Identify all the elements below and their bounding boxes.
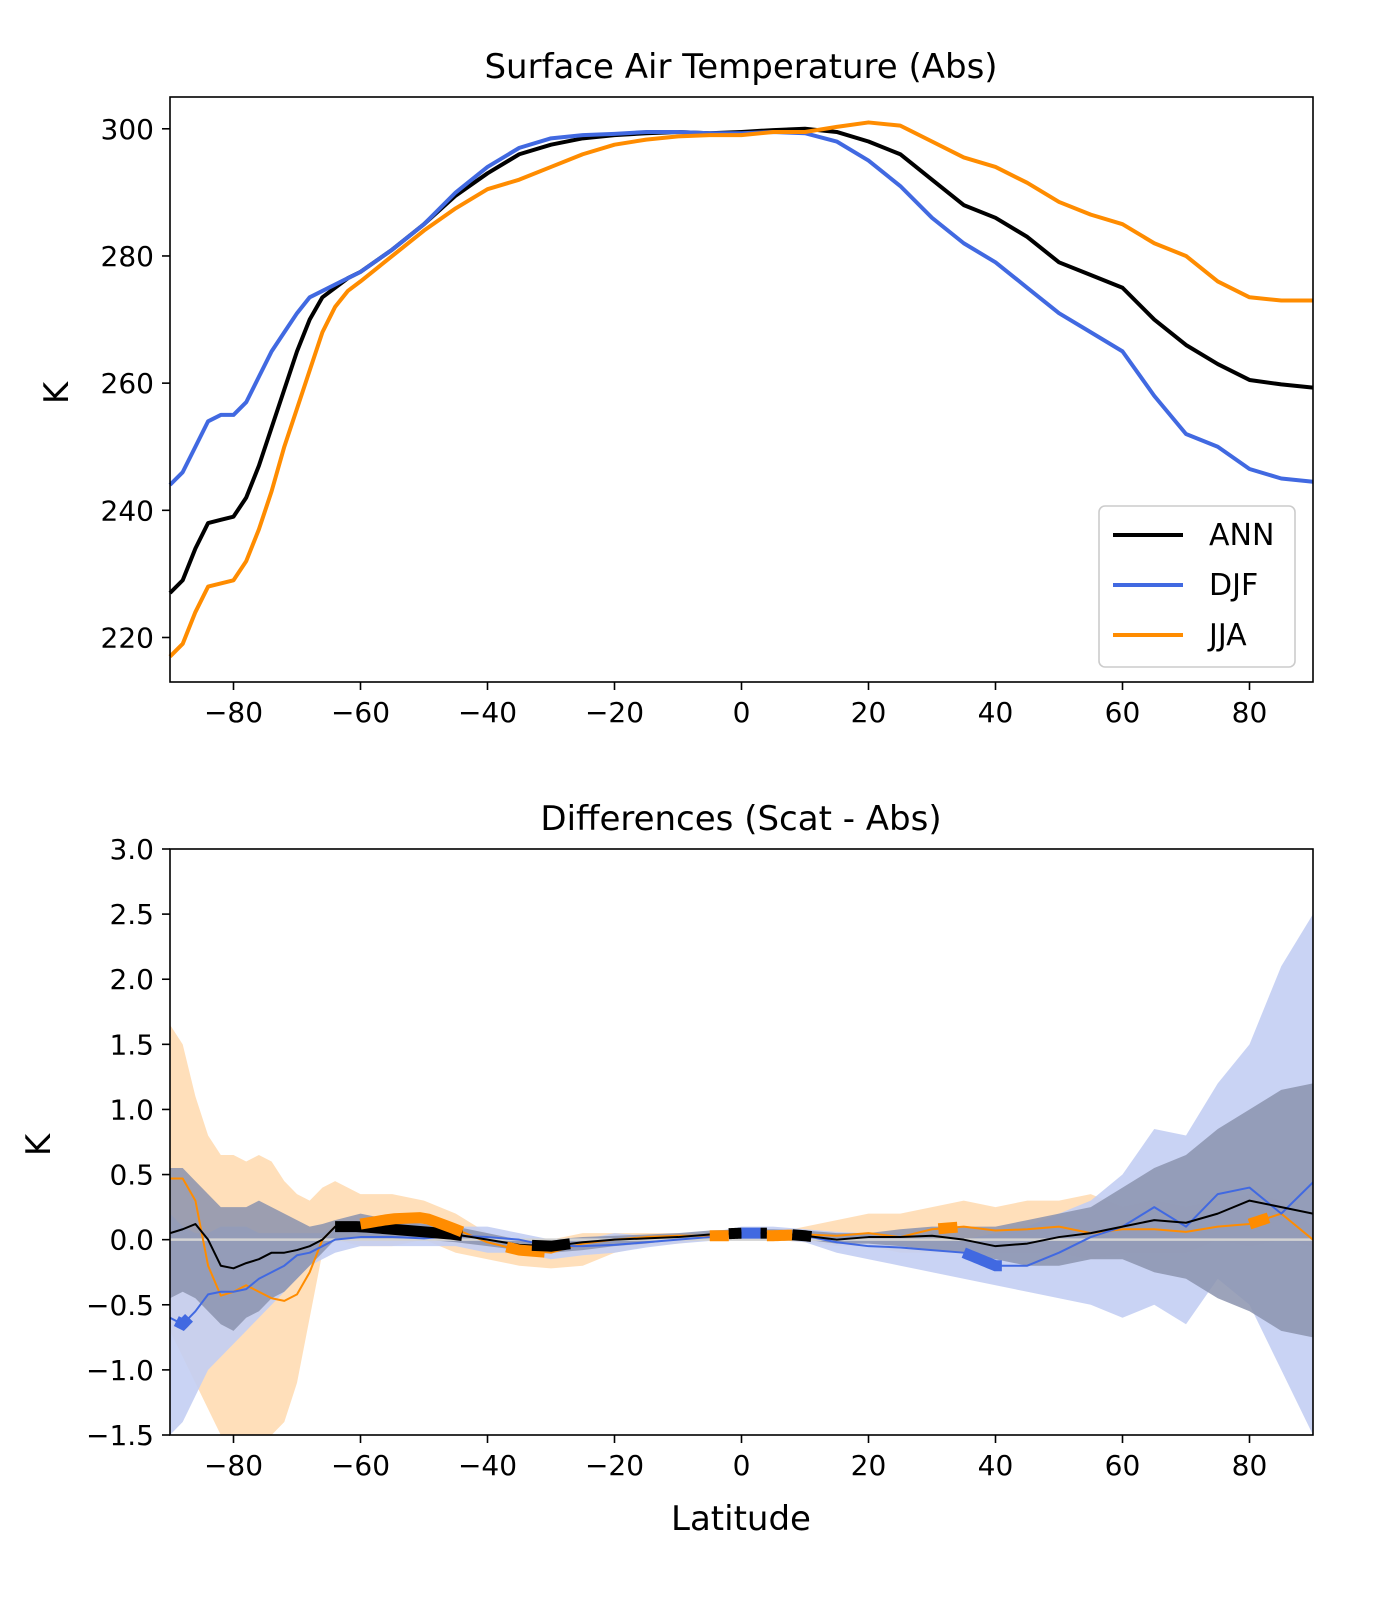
significant-segment — [531, 1238, 571, 1252]
top-x-tick-label: −60 — [331, 696, 390, 729]
top-y-axis-label: K — [37, 380, 77, 404]
bottom-y-tick-label: 3.0 — [109, 833, 154, 866]
series-line-djf — [168, 129, 1314, 487]
significant-segment — [791, 1229, 813, 1243]
top-x-tick-label: 40 — [978, 696, 1014, 729]
top-x-tick-label: −80 — [204, 696, 263, 729]
bottom-y-tick-label: −1.5 — [86, 1419, 154, 1452]
bottom-y-tick-label: −1.0 — [86, 1354, 154, 1387]
bottom-plot-frame — [169, 848, 1314, 1436]
bottom-x-axis-label: Latitude — [671, 1499, 811, 1539]
bottom-chart: Differences (Scat - Abs) K Latitude −80 −… — [19, 799, 1314, 1539]
top-y-tick-label: 260 — [101, 367, 154, 400]
bottom-y-tick-label: −0.5 — [86, 1289, 154, 1322]
bottom-y-tick-label: 2.5 — [109, 898, 154, 931]
diff-line-djf — [170, 1181, 1313, 1326]
legend: ANN DJF JJA — [1098, 505, 1296, 668]
legend-label-ann: ANN — [1209, 518, 1274, 553]
bottom-x-tick-label: 80 — [1232, 1449, 1268, 1482]
bottom-y-tick-label: 0.5 — [109, 1159, 154, 1192]
top-plot-frame — [169, 96, 1314, 683]
top-x-tick-label: 20 — [851, 696, 887, 729]
top-x-tick-label: 60 — [1105, 696, 1141, 729]
significant-segment — [766, 1229, 793, 1242]
top-chart-title: Surface Air Temperature (Abs) — [484, 47, 997, 87]
diff-line-ann — [170, 1199, 1313, 1270]
legend-label-djf: DJF — [1209, 568, 1258, 603]
bottom-x-tick-label: 0 — [733, 1449, 751, 1482]
significant-segment — [1247, 1212, 1271, 1230]
series-line-jja — [168, 120, 1313, 658]
significant-segment — [937, 1221, 958, 1235]
series-line-ann — [168, 126, 1314, 595]
bottom-x-tick-label: 20 — [851, 1449, 887, 1482]
top-y-tick-label: 220 — [101, 621, 154, 654]
bottom-x-tick-label: −60 — [331, 1449, 390, 1482]
bottom-y-tick-label: 1.5 — [109, 1028, 154, 1061]
bottom-y-axis-label: K — [19, 1132, 59, 1156]
top-chart: Surface Air Temperature (Abs) K −80 −60 −4… — [37, 47, 1314, 729]
significant-segment — [173, 1313, 193, 1332]
significant-segment — [335, 1221, 463, 1241]
legend-label-jja: JJA — [1207, 618, 1247, 653]
significant-segment — [359, 1212, 465, 1237]
top-y-tick-label: 240 — [101, 494, 154, 527]
top-x-tick-label: 80 — [1232, 696, 1268, 729]
significant-segment — [728, 1227, 742, 1240]
significant-segment — [961, 1247, 1002, 1272]
bottom-y-tick-label: 1.0 — [109, 1093, 154, 1126]
bottom-x-tick-label: 60 — [1105, 1449, 1141, 1482]
bottom-x-tick-label: −80 — [204, 1449, 263, 1482]
legend-box — [1098, 505, 1296, 668]
top-x-tick-label: −40 — [458, 696, 517, 729]
top-y-tick-label: 280 — [101, 240, 154, 273]
bottom-y-tick-label: 2.0 — [109, 963, 154, 996]
bottom-x-tick-label: −40 — [458, 1449, 517, 1482]
bottom-chart-title: Differences (Scat - Abs) — [540, 799, 941, 839]
top-y-tick-label: 300 — [101, 113, 154, 146]
bottom-x-tick-label: 40 — [978, 1449, 1014, 1482]
top-x-tick-label: −20 — [585, 696, 644, 729]
bottom-y-tick-label: 0.0 — [109, 1224, 154, 1257]
band-ann — [170, 1083, 1313, 1338]
top-x-tick-label: 0 — [733, 696, 751, 729]
significant-segment — [505, 1241, 546, 1258]
bottom-x-tick-label: −20 — [585, 1449, 644, 1482]
